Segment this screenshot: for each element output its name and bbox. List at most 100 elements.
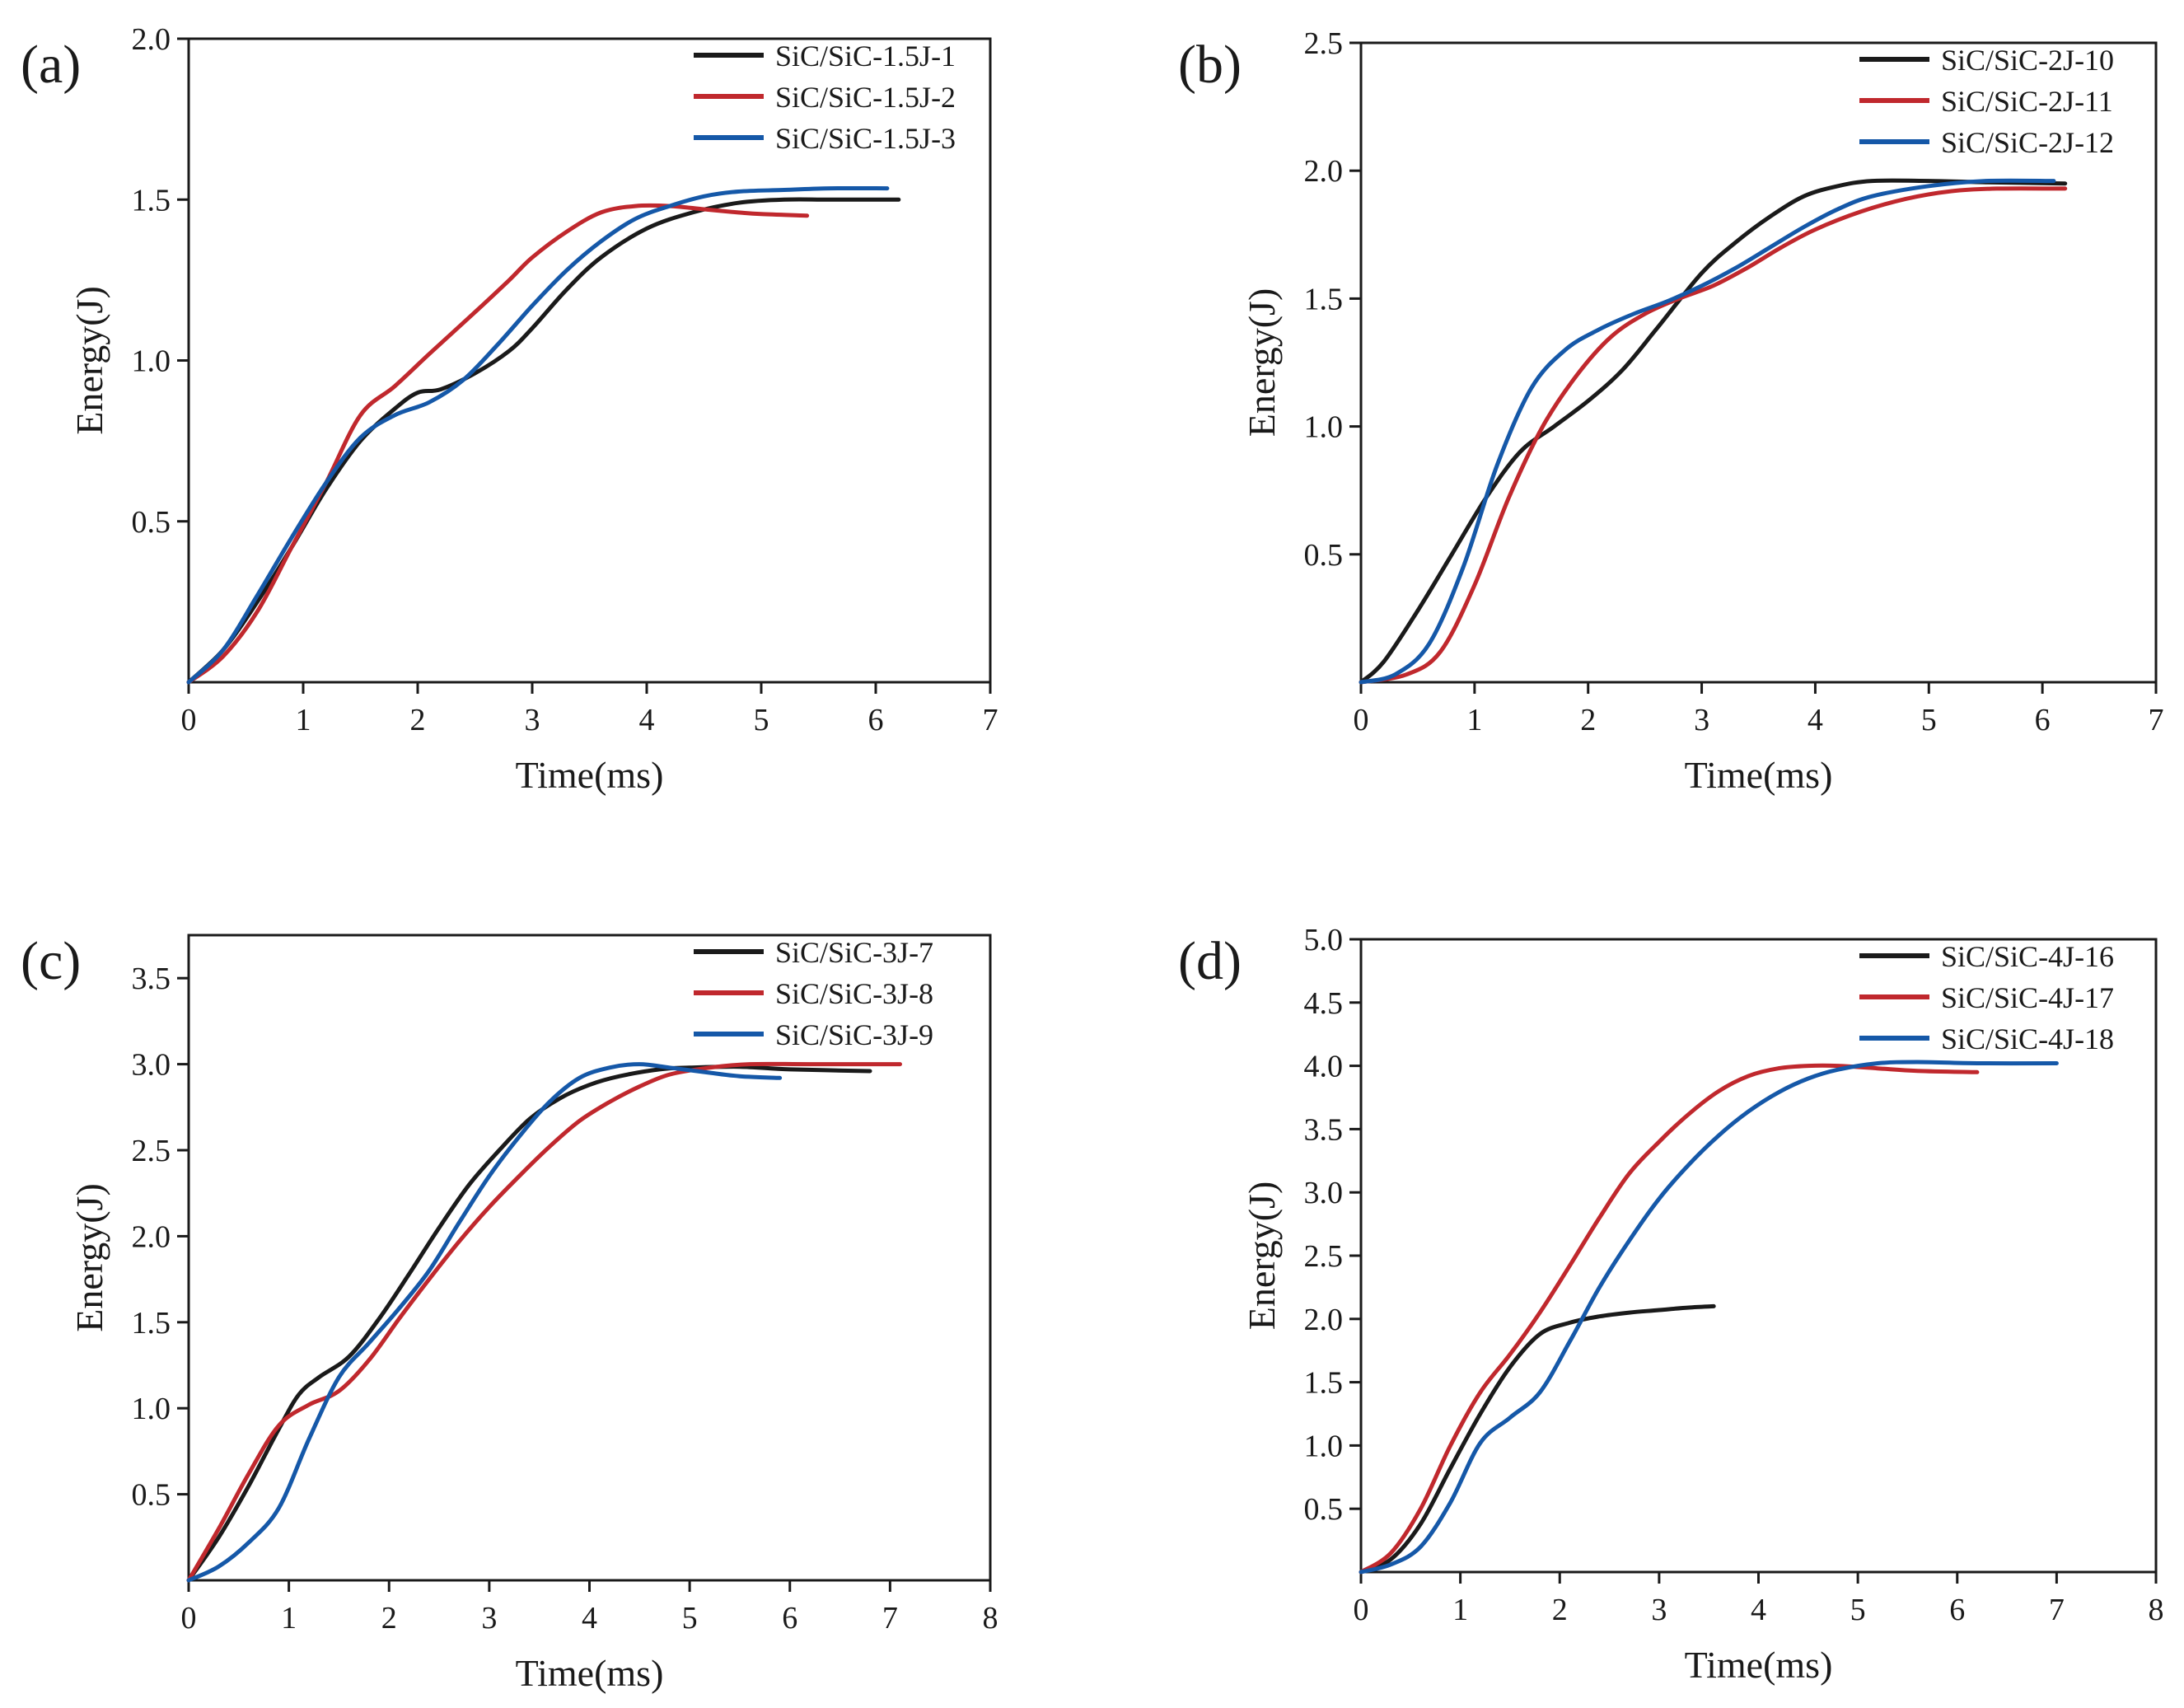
- series-line-sic-sic-1-5j-2: [186, 203, 810, 685]
- y-axis-title: Energy(J): [1241, 1182, 1283, 1331]
- chart-panel-c: (c) 0 1 2 3 4 5 6 7 8 0.5 1.0 1.5 2.0 2.5 3.0 3.5 Time(ms…: [21, 931, 998, 1694]
- series-line-sic-sic-1-5j-3: [186, 185, 890, 685]
- x-tick-label: 8: [983, 1601, 998, 1635]
- y-tick-label: 3.0: [1304, 1176, 1344, 1210]
- chart-panel-d: (d) 0 1 2 3 4 5 6 7 8 0.5 1.0 1.5 2.0 2.5 3.0 3.5 4.0 4.5 5…: [1178, 923, 2164, 1686]
- legend-label: SiC/SiC-2J-12: [1941, 126, 2114, 159]
- panel-label: (c): [21, 931, 81, 991]
- panel-label: (d): [1178, 931, 1242, 991]
- x-tick-label: 2: [410, 703, 426, 737]
- x-axis-title: Time(ms): [1685, 1644, 1833, 1686]
- x-tick-label: 4: [582, 1601, 597, 1635]
- x-tick-label: 7: [882, 1601, 898, 1635]
- y-tick-label: 1.0: [1304, 410, 1344, 445]
- y-tick-label: 1.5: [1304, 1366, 1344, 1401]
- y-tick-label: 3.5: [132, 962, 171, 996]
- x-tick-label: 0: [1354, 1593, 1369, 1627]
- x-tick-label: 6: [1949, 1593, 1965, 1627]
- legend-label: SiC/SiC-4J-16: [1941, 940, 2114, 973]
- x-tick-label: 1: [296, 703, 311, 737]
- y-tick-label: 0.5: [1304, 1492, 1344, 1527]
- x-tick-label: 5: [754, 703, 769, 737]
- y-axis-title: Energy(J): [1241, 288, 1283, 438]
- y-tick-label: 2.0: [132, 22, 171, 57]
- y-tick-label: 3.0: [132, 1048, 171, 1083]
- y-tick-label: 2.0: [1304, 154, 1344, 189]
- y-tick-label: 0.5: [132, 505, 171, 540]
- x-tick-label: 5: [682, 1601, 698, 1635]
- x-tick-label: 3: [1651, 1593, 1667, 1627]
- series-line-sic-sic-3j-8: [186, 1061, 902, 1583]
- x-tick-label: 2: [381, 1601, 397, 1635]
- y-tick-label: 2.0: [132, 1219, 171, 1254]
- y-axis-title: Energy(J): [68, 1183, 110, 1332]
- y-tick-label: 4.0: [1304, 1050, 1344, 1084]
- legend-label: SiC/SiC-1.5J-1: [775, 40, 956, 73]
- legend-label: SiC/SiC-2J-10: [1941, 44, 2114, 77]
- chart-panel-a: (a) 0 1 2 3 4 5 6 7 0.5 1.0 1.5 2.0 Time(ms) Energy(J)…: [21, 22, 998, 796]
- legend-label: SiC/SiC-1.5J-2: [775, 81, 956, 114]
- y-axis-title: Energy(J): [68, 286, 110, 435]
- x-tick-label: 6: [782, 1601, 797, 1635]
- y-tick-label: 0.5: [132, 1478, 171, 1513]
- y-tick-label: 2.5: [1304, 26, 1344, 61]
- y-tick-label: 2.0: [1304, 1303, 1344, 1337]
- y-tick-label: 1.0: [1304, 1429, 1344, 1463]
- x-tick-label: 4: [1751, 1593, 1766, 1627]
- x-tick-label: 7: [2149, 703, 2164, 737]
- x-tick-label: 1: [1466, 703, 1482, 737]
- legend-label: SiC/SiC-3J-9: [775, 1018, 933, 1051]
- x-tick-label: 0: [1354, 703, 1369, 737]
- x-tick-label: 8: [2149, 1593, 2164, 1627]
- chart-panel-b: (b) 0 1 2 3 4 5 6 7 0.5 1.0 1.5 2.0 2.5 Time(ms) Energy…: [1178, 26, 2164, 796]
- x-tick-label: 2: [1580, 703, 1596, 737]
- x-tick-label: 5: [1850, 1593, 1866, 1627]
- y-tick-label: 1.5: [1304, 282, 1344, 316]
- panel-label: (b): [1178, 35, 1242, 95]
- y-tick-label: 1.5: [132, 1306, 171, 1341]
- legend-label: SiC/SiC-3J-7: [775, 936, 933, 969]
- x-tick-label: 1: [281, 1601, 297, 1635]
- legend-label: SiC/SiC-4J-17: [1941, 981, 2114, 1014]
- series-line-sic-sic-4j-17: [1359, 1063, 1980, 1575]
- x-tick-label: 0: [181, 703, 197, 737]
- plot-frame: [1359, 41, 2158, 684]
- y-tick-label: 4.5: [1304, 986, 1344, 1021]
- x-tick-label: 7: [2049, 1593, 2065, 1627]
- x-tick-label: 4: [639, 703, 655, 737]
- y-tick-label: 5.0: [1304, 923, 1344, 957]
- x-tick-label: 2: [1552, 1593, 1568, 1627]
- y-tick-label: 1.0: [132, 1392, 171, 1426]
- series-line-sic-sic-4j-18: [1359, 1060, 2059, 1575]
- y-tick-label: 3.5: [1304, 1112, 1344, 1147]
- legend-label: SiC/SiC-1.5J-3: [775, 122, 956, 155]
- y-tick-label: 2.5: [132, 1134, 171, 1168]
- legend-label: SiC/SiC-4J-18: [1941, 1022, 2114, 1055]
- y-tick-label: 1.5: [132, 183, 171, 218]
- series-line-sic-sic-2j-12: [1359, 178, 2056, 685]
- series-line-sic-sic-3j-9: [186, 1062, 783, 1583]
- panel-label: (a): [21, 35, 81, 95]
- x-tick-label: 1: [1452, 1593, 1468, 1627]
- legend-label: SiC/SiC-2J-11: [1941, 85, 2113, 118]
- x-axis-title: Time(ms): [1685, 754, 1833, 796]
- x-tick-label: 3: [525, 703, 540, 737]
- series-line-sic-sic-3j-7: [186, 1065, 872, 1583]
- legend-label: SiC/SiC-3J-8: [775, 977, 933, 1010]
- y-tick-label: 2.5: [1304, 1239, 1344, 1274]
- x-tick-label: 3: [1694, 703, 1709, 737]
- y-tick-label: 1.0: [132, 344, 171, 379]
- series-line-sic-sic-4j-16: [1359, 1303, 1716, 1575]
- x-axis-title: Time(ms): [516, 754, 664, 796]
- x-tick-label: 0: [181, 1601, 197, 1635]
- series-line-sic-sic-1-5j-1: [186, 197, 901, 685]
- x-tick-label: 6: [2035, 703, 2051, 737]
- x-tick-label: 7: [983, 703, 998, 737]
- series-line-sic-sic-2j-10: [1359, 178, 2068, 685]
- y-tick-label: 0.5: [1304, 538, 1344, 573]
- x-axis-title: Time(ms): [516, 1652, 664, 1694]
- x-tick-label: 4: [1808, 703, 1823, 737]
- x-tick-label: 5: [1921, 703, 1937, 737]
- x-tick-label: 6: [868, 703, 884, 737]
